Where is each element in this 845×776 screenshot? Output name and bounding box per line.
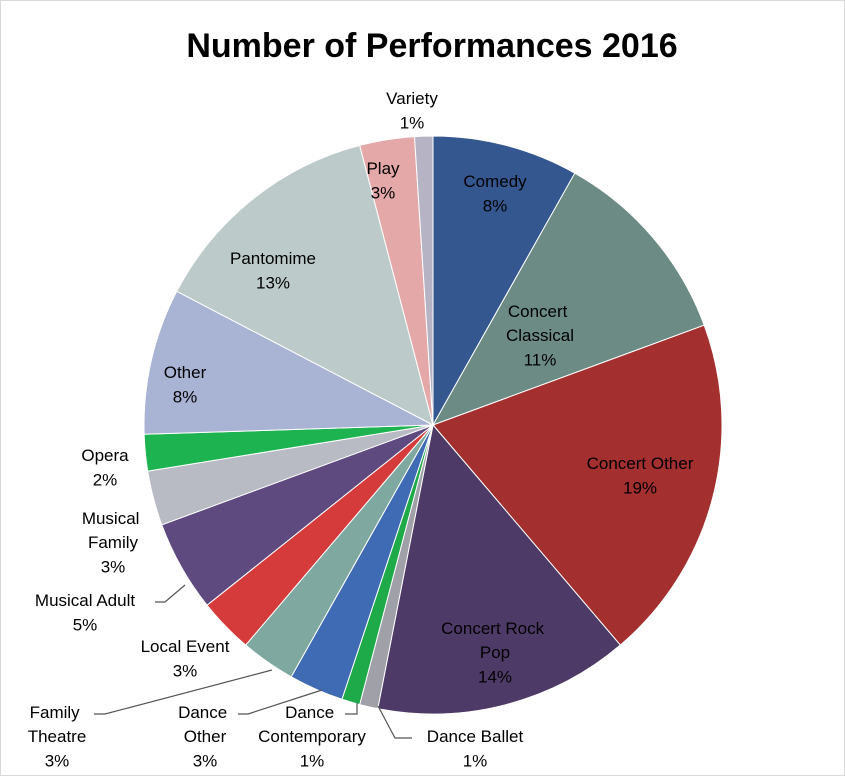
slice-value-label: 3% xyxy=(101,557,126,576)
slice-label: Pantomime xyxy=(230,249,316,268)
leader-line xyxy=(94,669,273,715)
pie-slice xyxy=(176,144,434,426)
slice-value-label: 11% xyxy=(524,350,557,369)
slice-value-label: 1% xyxy=(300,751,325,770)
slice-label: Concert Rock Pop xyxy=(441,619,549,662)
slice-value-label: 3% xyxy=(193,751,218,770)
slice-label: Musical Adult xyxy=(35,591,135,610)
slice-label: Play xyxy=(366,159,400,178)
leader-line xyxy=(345,703,358,715)
slice-value-label: 1% xyxy=(463,751,488,770)
leader-line xyxy=(238,689,323,715)
slice-value-label: 5% xyxy=(73,615,98,634)
slice-label: Family Theatre xyxy=(28,703,87,746)
slice-label: Other xyxy=(164,363,207,382)
pie-slice xyxy=(432,135,576,427)
slice-label: Dance Ballet xyxy=(427,727,524,746)
slice-value-label: 8% xyxy=(173,387,198,406)
pie-slice xyxy=(431,172,705,426)
slice-label: Musical Family xyxy=(82,509,144,552)
slice-value-label: 3% xyxy=(371,183,396,202)
slice-value-label: 19% xyxy=(623,478,657,497)
slice-value-label: 13% xyxy=(256,273,290,292)
slice-label: Concert Classical xyxy=(506,302,574,345)
slice-value-label: 2% xyxy=(93,470,118,489)
slice-label: Dance Contemporary xyxy=(258,703,366,746)
slice-label: Dance Other xyxy=(178,703,232,746)
pie-slice xyxy=(432,324,723,646)
chart-title: Number of Performances 2016 xyxy=(186,27,677,65)
slice-label: Opera xyxy=(81,446,129,465)
slice-value-label: 8% xyxy=(483,196,508,215)
slice-value-label: 1% xyxy=(400,113,425,132)
slice-value-label: 3% xyxy=(173,661,198,680)
slice-label: Variety xyxy=(386,89,438,108)
leader-line xyxy=(377,705,412,739)
pie-slice xyxy=(377,423,622,715)
slice-label: Concert Other xyxy=(587,454,694,473)
slice-value-label: 14% xyxy=(478,667,512,686)
pie-slice xyxy=(413,135,434,426)
slice-value-label: 3% xyxy=(45,751,70,770)
slice-label: Local Event xyxy=(141,637,230,656)
pie-slice xyxy=(143,290,435,435)
leader-line xyxy=(155,584,186,603)
slice-label: Comedy xyxy=(463,172,527,191)
